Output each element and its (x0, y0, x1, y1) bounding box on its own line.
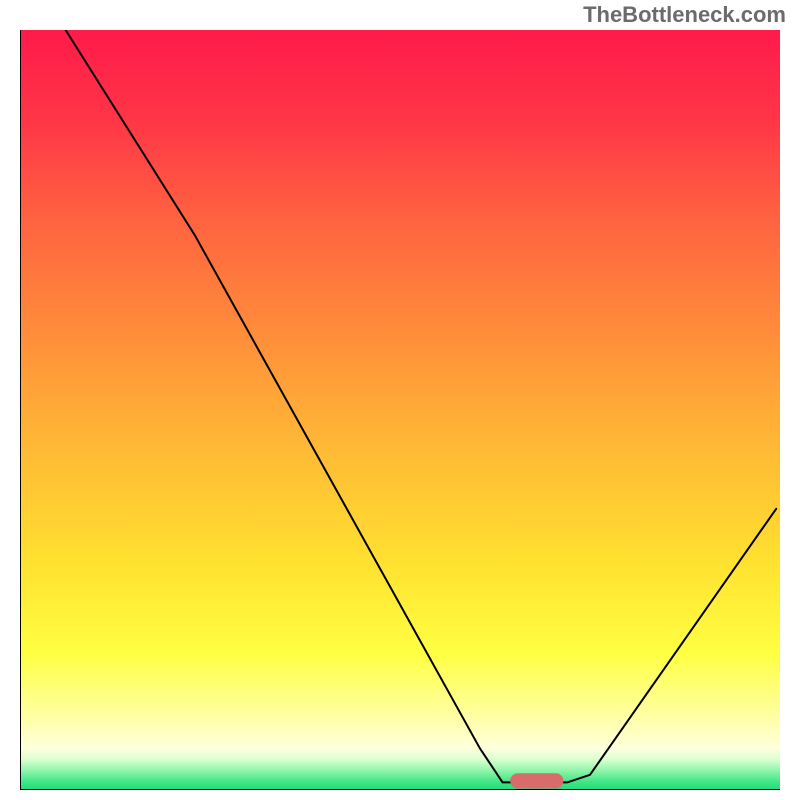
highlight-marker (510, 773, 563, 788)
watermark-text: TheBottleneck.com (583, 2, 786, 28)
chart-background (20, 30, 780, 790)
bottleneck-chart (20, 30, 780, 790)
chart-svg (20, 30, 780, 790)
